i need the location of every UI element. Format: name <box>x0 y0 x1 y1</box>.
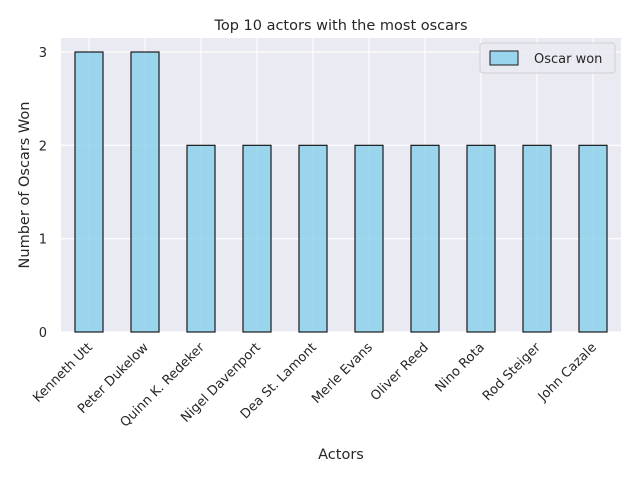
y-tick-label: 2 <box>39 139 47 154</box>
bar-oliver-reed <box>410 144 440 333</box>
bar-kenneth-utt <box>74 51 104 333</box>
x-tick-label: Merle Evans <box>309 340 376 407</box>
chart-title: Top 10 actors with the most oscars <box>213 18 467 34</box>
x-tick-label: Nino Rota <box>433 340 488 395</box>
legend-swatch <box>489 50 519 66</box>
y-tick-label: 3 <box>39 46 47 61</box>
bar-quinn-k-redeker <box>186 144 216 333</box>
x-axis-label: Actors <box>318 447 364 463</box>
x-tick-label: Oliver Reed <box>368 340 432 404</box>
bars <box>74 51 608 333</box>
x-tick-label: Rod Steiger <box>480 340 544 404</box>
y-tick-labels: 0 1 2 3 <box>39 46 47 341</box>
y-axis-label: Number of Oscars Won <box>17 102 33 269</box>
x-tick-label: John Cazale <box>535 340 600 405</box>
bar-peter-dukelow <box>130 51 160 333</box>
bar-nigel-davenport <box>242 144 272 333</box>
y-tick-label: 1 <box>39 233 47 248</box>
y-tick-label: 0 <box>39 326 47 341</box>
bar-john-cazale <box>578 144 608 333</box>
legend-entry-oscar-won: Oscar won <box>534 52 602 67</box>
legend: Oscar won <box>479 42 616 74</box>
bar-merle-evans <box>354 144 384 333</box>
bar-rod-steiger <box>522 144 552 333</box>
bar-nino-rota <box>466 144 496 333</box>
bar-dea-st-lamont <box>298 144 328 333</box>
